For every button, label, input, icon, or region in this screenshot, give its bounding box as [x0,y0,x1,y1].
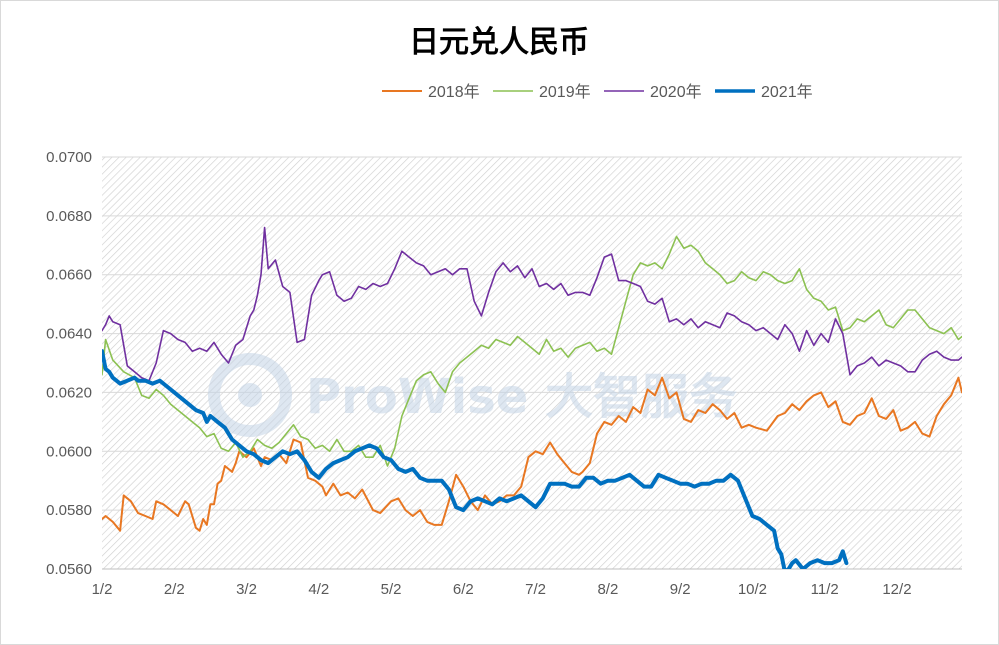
legend-item-2: 2019年 [493,83,591,101]
y-tick-label: 0.0680 [46,208,92,225]
watermark: ProWise 大智服务 [208,353,737,437]
y-tick-label: 0.0700 [46,149,92,166]
x-tick-label: 5/2 [381,581,402,598]
legend-label: 2018年 [428,83,480,101]
legend-label: 2020年 [650,83,702,101]
series-line-1 [102,376,962,532]
watermark-text: ProWise 大智服务 [306,369,737,425]
x-tick-label: 6/2 [453,581,474,598]
watermark-logo-icon [208,353,292,437]
legend: 2018年 2019年 2020年 2021年 [382,83,813,101]
y-tick-label: 0.0620 [46,384,92,401]
x-tick-label: 2/2 [164,581,185,598]
series-layer [102,226,962,569]
series-line-4 [102,349,849,569]
legend-label: 2021年 [761,83,813,101]
y-tick-label: 0.0600 [46,443,92,460]
y-tick-label: 0.0580 [46,502,92,519]
x-axis: 1/2 2/2 3/2 4/2 5/2 6/2 7/2 8/2 9/2 10/2 11/2 12/2 [92,568,962,598]
y-tick-label: 0.0640 [46,326,92,343]
legend-label: 2019年 [539,83,591,101]
x-tick-label: 3/2 [236,581,257,598]
x-tick-label: 7/2 [525,581,546,598]
x-tick-label: 12/2 [882,581,911,598]
x-tick-label: 11/2 [811,581,839,598]
x-tick-label: 8/2 [597,581,618,598]
legend-item-1: 2018年 [382,83,480,101]
chart-title: 日元兑人民币 [409,25,589,60]
x-tick-label: 4/2 [308,581,329,598]
y-tick-label: 0.0660 [46,267,92,284]
series-line-3 [102,226,962,382]
y-tick-label: 0.0560 [46,561,92,578]
y-axis: 0.0560 0.0580 0.0600 0.0620 0.0640 0.0660 0.06… [46,149,92,578]
legend-item-4: 2021年 [715,83,813,101]
x-tick-label: 9/2 [670,581,691,598]
x-tick-label: 10/2 [738,581,767,598]
legend-item-3: 2020年 [604,83,702,101]
x-tick-label: 1/2 [92,581,113,598]
